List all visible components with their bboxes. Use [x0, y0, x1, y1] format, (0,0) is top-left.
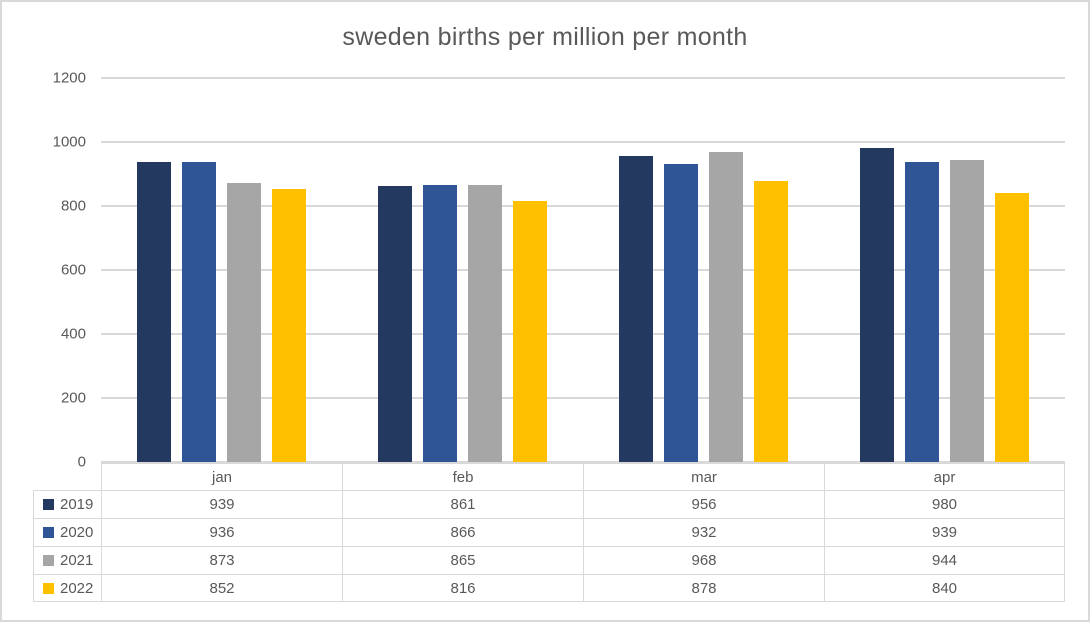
y-axis-tick-label-1000: 1000 — [52, 133, 86, 151]
gridline-800 — [101, 205, 1065, 207]
table-cell-2020-apr: 939 — [824, 518, 1065, 546]
table-header-cell-feb: feb — [342, 463, 583, 490]
table-cell-2021-jan: 873 — [101, 546, 342, 574]
legend-swatch-2022 — [43, 582, 54, 594]
table-cell-2020-jan: 936 — [101, 518, 342, 546]
table-corner-cell — [33, 463, 101, 490]
bar-2019-mar — [619, 156, 653, 462]
y-axis-tick-label-0: 0 — [77, 453, 86, 471]
gridline-400 — [101, 333, 1065, 335]
gridline-200 — [101, 397, 1065, 399]
bar-2020-mar — [664, 164, 698, 462]
table-cell-2021-apr: 944 — [824, 546, 1065, 574]
gridline-0 — [101, 461, 1065, 463]
table-cell-2019-apr: 980 — [824, 490, 1065, 518]
table-cell-2022-mar: 878 — [583, 574, 824, 602]
bar-2019-feb — [378, 186, 412, 462]
table-cell-2022-feb: 816 — [342, 574, 583, 602]
y-axis-tick-label-200: 200 — [60, 389, 86, 407]
legend-swatch-2019 — [43, 499, 54, 510]
y-axis-tick-label-800: 800 — [60, 197, 86, 215]
legend-swatch-2021 — [43, 555, 54, 566]
table-header-cell-apr: apr — [824, 463, 1065, 490]
bar-2021-feb — [468, 185, 502, 462]
table-cell-2022-apr: 840 — [824, 574, 1065, 602]
gridline-600 — [101, 269, 1065, 271]
y-axis-tick-label-1200: 1200 — [52, 69, 86, 87]
chart-title: sweden births per million per month — [342, 23, 748, 51]
table-cell-2021-mar: 968 — [583, 546, 824, 574]
legend-key-2020: 2020 — [33, 518, 101, 546]
legend-swatch-2020 — [43, 527, 54, 538]
y-axis-tick-label-600: 600 — [60, 261, 86, 279]
bar-2020-jan — [182, 162, 216, 462]
table-cell-2021-feb: 865 — [342, 546, 583, 574]
bar-2022-feb — [513, 201, 547, 462]
legend-key-2019: 2019 — [33, 490, 101, 518]
legend-label-2022: 2022 — [60, 579, 94, 597]
bar-2021-mar — [709, 152, 743, 462]
table-header-cell-mar: mar — [583, 463, 824, 490]
data-table: jan feb mar apr 2019 939 861 956 980 2020 936 866 93… — [33, 463, 1065, 602]
table-cell-2020-mar: 932 — [583, 518, 824, 546]
gridline-1000 — [101, 141, 1065, 143]
legend-key-2021: 2021 — [33, 546, 101, 574]
table-cell-2019-mar: 956 — [583, 490, 824, 518]
bar-2022-jan — [272, 189, 306, 462]
bar-2019-apr — [860, 148, 894, 462]
bar-2020-feb — [423, 185, 457, 462]
bar-2019-jan — [137, 162, 171, 462]
bar-2020-apr — [905, 162, 939, 462]
bar-2022-apr — [995, 193, 1029, 462]
plot-area — [101, 77, 1065, 463]
bar-2021-apr — [950, 160, 984, 462]
legend-key-2022: 2022 — [33, 574, 101, 602]
legend-label-2021: 2021 — [60, 552, 94, 569]
table-cell-2019-feb: 861 — [342, 490, 583, 518]
table-cell-2019-jan: 939 — [101, 490, 342, 518]
table-cell-2022-jan: 852 — [101, 574, 342, 602]
table-cell-2020-feb: 866 — [342, 518, 583, 546]
legend-label-2019: 2019 — [60, 496, 94, 513]
table-header-cell-jan: jan — [101, 463, 342, 490]
bar-2021-jan — [227, 183, 261, 462]
gridline-1200 — [101, 77, 1065, 79]
bar-2022-mar — [754, 181, 788, 462]
legend-label-2020: 2020 — [60, 524, 94, 541]
y-axis-tick-label-400: 400 — [60, 325, 86, 343]
y-axis-labels: 0 200 400 600 800 1000 1200 — [2, 70, 86, 471]
